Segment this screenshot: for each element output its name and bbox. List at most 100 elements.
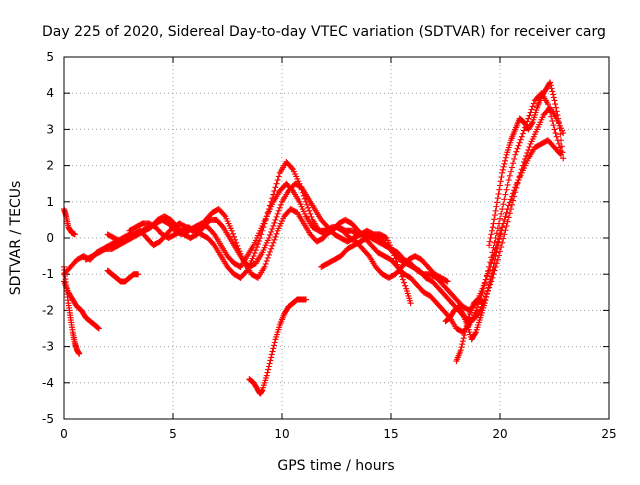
data-point bbox=[520, 158, 527, 165]
data-point bbox=[473, 307, 480, 314]
y-tick-label: 5 bbox=[46, 50, 54, 64]
data-point bbox=[500, 235, 507, 242]
data-point bbox=[76, 350, 83, 357]
data-point bbox=[472, 330, 479, 337]
data-point bbox=[401, 279, 408, 286]
y-tick-label: -4 bbox=[42, 376, 54, 390]
data-point bbox=[394, 261, 401, 268]
data-point bbox=[525, 115, 532, 122]
data-point bbox=[488, 273, 495, 280]
data-point bbox=[460, 335, 467, 342]
data-point bbox=[496, 186, 503, 193]
data-point bbox=[221, 212, 228, 219]
data-point bbox=[462, 326, 469, 333]
data-point bbox=[504, 181, 511, 188]
data-point bbox=[458, 344, 465, 351]
data-point bbox=[488, 231, 495, 238]
data-point bbox=[135, 271, 142, 278]
data-point bbox=[269, 195, 276, 202]
series-track-3 bbox=[61, 206, 78, 238]
data-point bbox=[557, 131, 564, 138]
series-track-13 bbox=[486, 79, 567, 249]
data-point bbox=[482, 276, 489, 283]
data-point bbox=[490, 263, 497, 270]
data-point bbox=[483, 294, 490, 301]
data-point bbox=[547, 109, 554, 116]
data-point bbox=[261, 220, 268, 227]
data-point bbox=[496, 236, 503, 243]
data-point bbox=[525, 146, 532, 153]
data-point bbox=[264, 209, 271, 216]
data-point bbox=[508, 201, 515, 208]
data-point bbox=[392, 255, 399, 262]
data-point bbox=[553, 108, 560, 115]
data-point bbox=[501, 231, 508, 238]
marks-layer bbox=[61, 79, 567, 397]
data-point bbox=[484, 288, 491, 295]
y-tick-label: -2 bbox=[42, 303, 54, 317]
data-point bbox=[271, 187, 278, 194]
series-track-6 bbox=[104, 206, 451, 285]
data-point bbox=[497, 182, 503, 189]
data-point bbox=[500, 163, 507, 170]
data-point bbox=[555, 119, 562, 126]
data-point bbox=[268, 245, 275, 252]
data-point bbox=[559, 149, 566, 156]
data-point bbox=[501, 160, 508, 167]
data-point bbox=[486, 238, 493, 245]
data-point bbox=[498, 244, 505, 251]
data-point bbox=[461, 332, 468, 339]
data-point bbox=[299, 189, 306, 196]
data-point bbox=[512, 151, 519, 158]
data-point bbox=[482, 297, 489, 304]
data-point bbox=[551, 97, 558, 104]
data-point bbox=[463, 323, 470, 330]
data-point bbox=[271, 219, 278, 226]
data-point bbox=[257, 235, 264, 241]
x-tick-label: 5 bbox=[169, 427, 177, 441]
data-point bbox=[481, 280, 488, 287]
y-tick-label: -3 bbox=[42, 340, 54, 354]
data-point bbox=[494, 195, 501, 202]
data-point bbox=[95, 325, 102, 332]
data-point bbox=[499, 166, 506, 173]
y-tick-label: 4 bbox=[46, 86, 54, 100]
data-point bbox=[307, 210, 314, 217]
data-point bbox=[261, 263, 268, 270]
data-point bbox=[407, 300, 414, 307]
data-point bbox=[391, 252, 398, 259]
series-track-10 bbox=[318, 231, 414, 307]
data-point bbox=[268, 198, 275, 205]
data-point bbox=[502, 157, 509, 164]
data-point bbox=[494, 225, 501, 232]
x-tick-label: 10 bbox=[274, 427, 289, 441]
data-point bbox=[270, 191, 277, 198]
data-point bbox=[490, 220, 497, 227]
data-point bbox=[517, 136, 524, 143]
data-point bbox=[491, 260, 498, 267]
data-point bbox=[506, 172, 513, 179]
data-point bbox=[465, 317, 472, 324]
data-point bbox=[443, 277, 450, 284]
data-point bbox=[262, 260, 269, 267]
data-point bbox=[444, 278, 451, 285]
data-point bbox=[256, 238, 263, 245]
data-point bbox=[483, 272, 490, 279]
data-point bbox=[255, 241, 262, 248]
data-point bbox=[272, 233, 279, 240]
data-point bbox=[522, 155, 529, 162]
data-point bbox=[491, 256, 498, 263]
x-tick-label: 0 bbox=[60, 427, 68, 441]
data-point bbox=[494, 199, 501, 206]
data-point bbox=[505, 202, 512, 209]
data-point bbox=[264, 369, 271, 376]
data-point bbox=[273, 230, 280, 237]
data-point bbox=[390, 249, 397, 256]
data-point bbox=[276, 204, 283, 211]
data-point bbox=[275, 207, 282, 214]
data-point bbox=[260, 224, 267, 231]
data-point bbox=[516, 139, 523, 146]
y-tick-label: 2 bbox=[46, 159, 54, 173]
data-point bbox=[277, 201, 284, 208]
data-point bbox=[233, 239, 240, 246]
